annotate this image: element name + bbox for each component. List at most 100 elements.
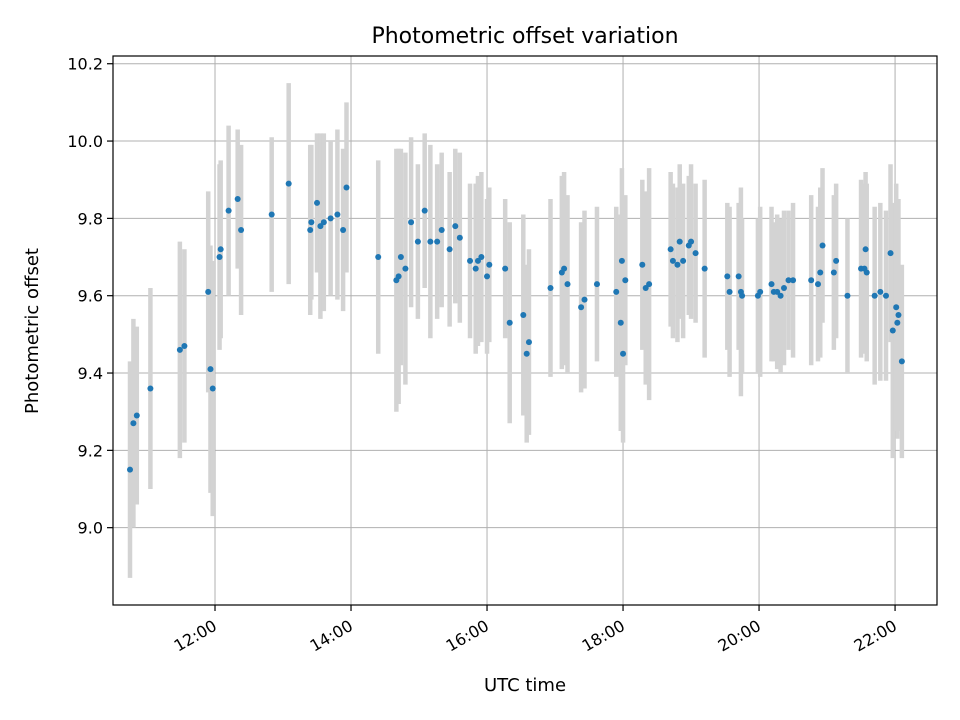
data-point (307, 226, 314, 233)
plot-frame (112, 55, 938, 606)
data-point (777, 292, 784, 299)
data-point (395, 273, 402, 280)
data-point (216, 254, 223, 261)
error-bars (127, 83, 905, 578)
data-point (688, 238, 695, 245)
data-point (790, 277, 797, 284)
data-point (467, 257, 474, 264)
data-point (564, 281, 571, 288)
data-point (724, 273, 731, 280)
data-point (613, 288, 620, 295)
data-point (484, 273, 491, 280)
data-point (133, 412, 140, 419)
data-point (217, 246, 224, 253)
data-point (130, 420, 137, 427)
data-point (735, 273, 742, 280)
data-point (739, 292, 746, 299)
data-point (893, 304, 900, 311)
data-point (285, 180, 292, 187)
data-point (427, 238, 434, 245)
data-point (520, 312, 527, 319)
x-tick-label: 16:00 (443, 616, 492, 656)
data-point (819, 242, 826, 249)
y-tick-label: 9.6 (78, 287, 103, 306)
data-point (317, 223, 324, 230)
x-tick-label: 12:00 (171, 616, 220, 656)
data-point (268, 211, 275, 218)
data-point (877, 288, 884, 295)
data-point (871, 292, 878, 299)
data-point (205, 288, 212, 295)
y-tick-label: 9.0 (78, 519, 103, 538)
data-point (525, 339, 532, 346)
data-point (863, 269, 870, 276)
data-point (502, 265, 509, 272)
data-point (895, 312, 902, 319)
data-point (434, 238, 441, 245)
data-point (478, 254, 485, 261)
data-point (408, 219, 415, 226)
data-point (474, 257, 481, 264)
data-point (147, 385, 154, 392)
data-point (314, 199, 321, 206)
data-point (882, 292, 889, 299)
x-tick-label: 18:00 (579, 616, 628, 656)
data-point (472, 265, 479, 272)
x-tick-label: 14:00 (307, 616, 356, 656)
y-tick-label: 9.8 (78, 209, 103, 228)
data-point (207, 366, 214, 373)
data-point (209, 385, 216, 392)
data-point (421, 207, 428, 214)
data-point (701, 265, 708, 272)
data-point (674, 261, 681, 268)
data-point (844, 292, 851, 299)
data-point (692, 250, 699, 257)
data-point (887, 250, 894, 257)
data-point (456, 234, 463, 241)
y-tick-label: 10.0 (67, 132, 103, 151)
data-point (234, 196, 241, 203)
data-point (547, 284, 554, 291)
data-point (833, 257, 840, 264)
data-point (618, 257, 625, 264)
data-point (676, 238, 683, 245)
data-point (814, 281, 821, 288)
data-point (327, 215, 334, 222)
data-point (593, 281, 600, 288)
data-point (622, 277, 629, 284)
data-point (780, 284, 787, 291)
data-points (127, 180, 905, 473)
chart-title: Photometric offset variation (371, 24, 678, 49)
data-point (774, 288, 781, 295)
data-point (402, 265, 409, 272)
data-point (523, 350, 530, 357)
data-point (320, 219, 327, 226)
data-point (343, 184, 350, 191)
data-point (646, 281, 653, 288)
data-point (768, 281, 775, 288)
data-point (680, 257, 687, 264)
data-point (446, 246, 453, 253)
data-point (830, 269, 837, 276)
data-point (238, 226, 245, 233)
data-point (486, 261, 493, 268)
data-point (578, 304, 585, 311)
data-point (127, 466, 134, 473)
data-point (397, 254, 404, 261)
data-point (375, 254, 382, 261)
data-point (176, 346, 183, 353)
data-point (452, 223, 459, 230)
data-point (785, 277, 792, 284)
x-axis-label: UTC time (484, 675, 566, 696)
data-point (898, 358, 905, 365)
data-point (862, 246, 869, 253)
data-point (334, 211, 341, 218)
data-point (581, 296, 588, 303)
data-point (894, 319, 901, 326)
data-point (617, 319, 624, 326)
data-point (889, 327, 896, 334)
x-tick-label: 22:00 (851, 616, 900, 656)
data-point (726, 288, 733, 295)
data-point (817, 269, 824, 276)
